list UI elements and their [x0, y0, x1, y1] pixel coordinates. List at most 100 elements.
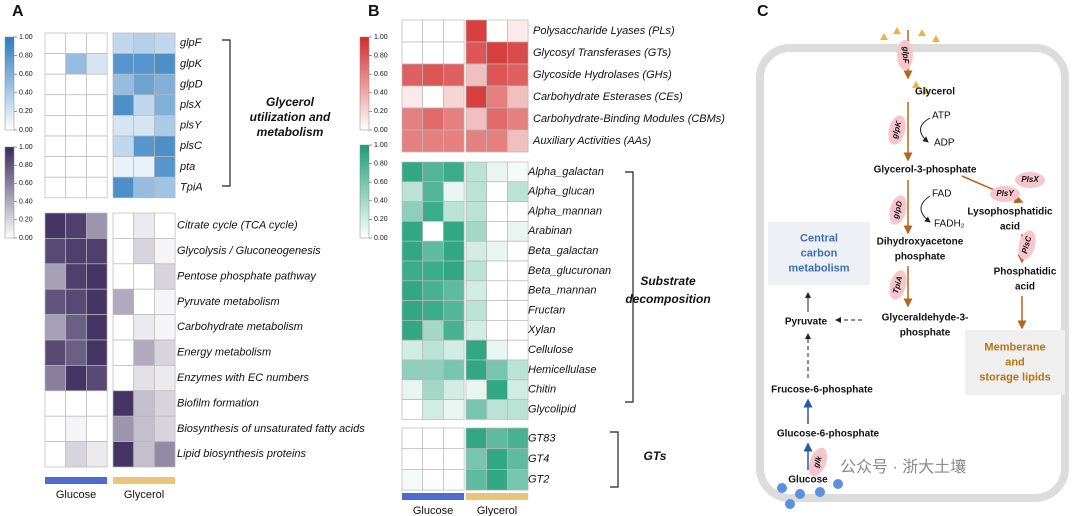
- heatmap-cell: [44, 365, 67, 392]
- heatmap-cell: [112, 288, 135, 315]
- heatmap-cell: [154, 135, 176, 157]
- heatmap-cell: [86, 53, 108, 75]
- heatmap-cell: [44, 212, 67, 239]
- annotation: metabolism: [257, 125, 324, 139]
- heatmap-cell: [465, 379, 488, 400]
- heatmap-cell: [486, 85, 508, 109]
- heatmap-cell: [465, 85, 488, 109]
- colorbar-tick-label: 0.80: [374, 52, 388, 59]
- colorbar-tick-label: 0.80: [374, 160, 388, 167]
- enzyme-badge: [888, 115, 906, 145]
- heatmap-cell: [422, 359, 444, 381]
- heatmap-cell: [133, 156, 155, 178]
- panel-label: B: [368, 3, 380, 20]
- heatmap-cell: [112, 441, 135, 468]
- row-label: Alpha_glucan: [527, 186, 595, 198]
- metabolite: Glucose-6-phosphate: [777, 429, 880, 440]
- enzyme-badge: [1018, 230, 1036, 260]
- heatmap-cell: [44, 390, 67, 417]
- heatmap-cell: [486, 240, 508, 262]
- heatmap-cell: [507, 427, 529, 450]
- enzyme-label: glk: [811, 454, 824, 469]
- colorbar-tick-label: 0.00: [19, 127, 33, 134]
- metabolite: Phosphatidic: [994, 267, 1057, 278]
- heatmap-cell: [112, 94, 135, 116]
- heatmap-cell: [401, 359, 424, 381]
- panel-label: C: [757, 3, 769, 20]
- heatmap-cell: [86, 115, 108, 137]
- colorbar-tick-label: 0.80: [19, 52, 33, 59]
- enzyme: glpD: [889, 195, 907, 225]
- heatmap-cell: [422, 379, 444, 400]
- heatmap-cell: [112, 156, 135, 178]
- heatmap-cell: [486, 359, 508, 381]
- enzyme-label: TpiA: [891, 275, 904, 295]
- heatmap-cell: [465, 221, 488, 242]
- heatmap-cell: [112, 415, 135, 442]
- enzyme-badge: [1015, 172, 1045, 188]
- heatmap-cell: [112, 390, 135, 417]
- annotation: utilization and: [250, 110, 331, 124]
- heatmap-cell: [401, 107, 424, 131]
- heatmap-cell: [507, 19, 529, 43]
- heatmap-cell: [422, 19, 444, 43]
- heatmap-cell: [112, 115, 135, 137]
- heatmap-cell: [465, 129, 488, 153]
- heatmap-cell: [422, 63, 444, 87]
- heatmap-cell: [422, 280, 444, 301]
- row-label: Enzymes with EC numbers: [177, 372, 310, 384]
- metabolite: Frucose-6-phosphate: [771, 385, 873, 396]
- heatmap-cell: [486, 161, 508, 183]
- heatmap-cell: [507, 260, 529, 282]
- heatmap-cell: [44, 176, 67, 199]
- group-label: Glucose: [56, 489, 96, 501]
- row-label: glpK: [180, 58, 203, 70]
- heatmap-cell: [154, 176, 176, 199]
- enzyme: glk: [808, 447, 828, 477]
- heatmap-cell: [133, 94, 155, 116]
- enzyme-label: PlsX: [1021, 175, 1039, 184]
- heatmap-cell: [401, 201, 424, 222]
- heatmap-cell: [486, 379, 508, 400]
- heatmap-cell: [443, 107, 465, 131]
- heatmap-cell: [422, 260, 444, 282]
- colorbar-tick-label: 0.00: [374, 235, 388, 242]
- box-label: Central: [800, 232, 838, 244]
- heatmap-cell: [65, 339, 87, 366]
- heatmap-cell: [401, 280, 424, 301]
- heatmap-cell: [401, 129, 424, 153]
- annotation: Glycerol: [266, 95, 315, 109]
- heatmap-cell: [486, 339, 508, 361]
- heatmap-cell: [401, 427, 424, 450]
- heatmap-cell: [443, 201, 465, 222]
- row-label: glpF: [180, 37, 203, 49]
- heatmap-cell: [112, 212, 135, 239]
- heatmap-cell: [65, 238, 87, 265]
- colorbar-tick-label: 0.60: [374, 179, 388, 186]
- metabolite: Glycerol: [915, 87, 955, 98]
- enzyme: glpF: [897, 40, 913, 70]
- heatmap-cell: [443, 469, 465, 491]
- enzyme-badge: [990, 186, 1020, 202]
- row-label: Glycolysis / Gluconeogenesis: [177, 245, 321, 257]
- heatmap-cell: [465, 469, 488, 491]
- heatmap-cell: [443, 280, 465, 301]
- heatmap-cell: [422, 339, 444, 361]
- row-label: glpD: [180, 78, 203, 90]
- group-bar: [113, 477, 176, 484]
- heatmap-cell: [401, 379, 424, 400]
- heatmap-cell: [507, 448, 529, 470]
- heatmap-cell: [443, 41, 465, 65]
- cofactor: ATP: [932, 111, 951, 122]
- row-label: Citrate cycle (TCA cycle): [177, 220, 298, 232]
- group-bar: [45, 477, 108, 484]
- colorbar-tick-label: 0.40: [19, 90, 33, 97]
- row-label: Lipid biosynthesis proteins: [177, 448, 307, 460]
- heatmap-cell: [44, 115, 67, 137]
- metabolite: Lysophosphatidic: [967, 207, 1053, 218]
- heatmap-cell: [86, 339, 108, 366]
- colorbar: [4, 146, 15, 239]
- heatmap-cell: [44, 73, 67, 96]
- box-label: and: [1005, 356, 1025, 368]
